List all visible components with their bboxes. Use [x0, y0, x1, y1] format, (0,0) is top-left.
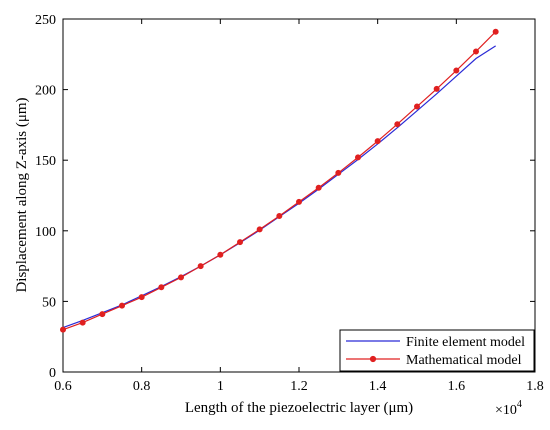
x-axis-title: Length of the piezoelectric layer (μm): [185, 400, 413, 416]
data-point-mathematical: [158, 284, 165, 291]
x-tick-label: 1.4: [369, 379, 387, 394]
data-point-mathematical: [315, 184, 322, 191]
x-multiplier-base: ×10: [495, 403, 517, 418]
x-tick-label: 1.6: [448, 379, 466, 394]
data-point-mathematical: [217, 251, 224, 258]
x-tick-label: 0.6: [54, 379, 72, 394]
axis-ticks: 0.6 0.8 1 1.2 1.4 1.6 1.8 0 50 100 150 200 250: [35, 13, 544, 394]
data-point-mathematical: [433, 85, 440, 92]
data-point-mathematical: [335, 169, 342, 176]
data-point-mathematical: [276, 212, 283, 219]
y-tick-label: 50: [42, 295, 56, 310]
data-point-mathematical: [99, 311, 106, 318]
series-lines: [62, 31, 497, 331]
y-tick-label: 250: [35, 13, 56, 28]
y-tick-label: 200: [35, 84, 56, 99]
plot-frame: [62, 18, 536, 373]
data-point-mathematical: [119, 302, 126, 309]
x-multiplier-exponent: 4: [517, 399, 522, 410]
data-point-mathematical: [60, 326, 67, 333]
legend-box: [339, 329, 535, 372]
data-point-mathematical: [236, 239, 243, 246]
legend-label-finite-element: Finite element model: [406, 335, 525, 350]
y-tick-label: 100: [35, 225, 56, 240]
data-point-mathematical: [138, 294, 145, 301]
x-tick-label: 1: [217, 379, 224, 394]
data-point-mathematical: [79, 319, 86, 326]
data-point-mathematical: [177, 274, 184, 281]
legend: Finite element model Mathematical model: [339, 329, 535, 372]
series-markers: [60, 28, 499, 333]
data-point-mathematical: [295, 198, 302, 205]
legend-marker-mathematical: [369, 355, 377, 363]
x-multiplier: ×104: [495, 399, 522, 418]
data-point-mathematical: [374, 138, 381, 145]
data-point-mathematical: [453, 67, 460, 74]
legend-label-mathematical: Mathematical model: [406, 353, 522, 368]
data-point-mathematical: [472, 48, 479, 55]
series-line-mathematical: [62, 31, 497, 331]
y-axis-title: Displacement along Z-axis (μm): [14, 97, 30, 292]
data-point-mathematical: [413, 103, 420, 110]
y-tick-label: 150: [35, 154, 56, 169]
data-point-mathematical: [256, 226, 263, 233]
data-point-mathematical: [394, 121, 401, 128]
data-point-mathematical: [354, 154, 361, 161]
x-tick-label: 1.2: [290, 379, 308, 394]
series-line-finite-element: [62, 45, 496, 329]
data-point-mathematical: [197, 263, 204, 270]
x-tick-label: 0.8: [133, 379, 151, 394]
data-point-mathematical: [492, 28, 499, 35]
y-tick-label: 0: [49, 366, 56, 381]
x-tick-label: 1.8: [526, 379, 544, 394]
